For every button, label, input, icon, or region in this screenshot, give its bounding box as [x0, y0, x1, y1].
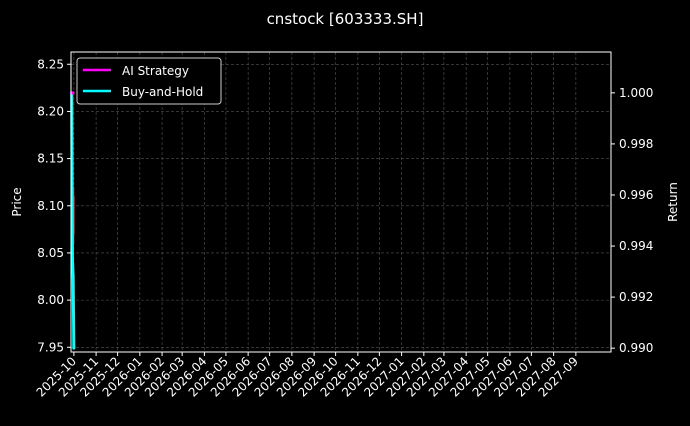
plot-frame [70, 51, 612, 353]
legend-box [76, 57, 222, 105]
candle-body [72, 196, 75, 235]
legend-label-buy-and-hold: Buy-and-Hold [122, 85, 203, 99]
series-point-ai-strategy [71, 91, 75, 95]
legend-label-ai-strategy: AI Strategy [122, 64, 189, 78]
y2-tick-label: 0.990 [619, 341, 653, 355]
y-tick-label: 8.25 [37, 57, 64, 71]
chart-title: cnstock [603333.SH] [267, 10, 424, 28]
y2-tick-label: 0.998 [619, 137, 653, 151]
series-point-buy-and-hold [71, 275, 75, 279]
series-point-buy-and-hold [70, 257, 74, 261]
y2-tick-label: 0.994 [619, 239, 653, 253]
y-tick-label: 8.05 [37, 246, 64, 260]
series-point-buy-and-hold [72, 346, 76, 350]
y-axis-label: Price [10, 187, 24, 216]
axes: 2025-102025-112025-122026-012026-022026-… [34, 57, 654, 399]
legend: AI Strategy Buy-and-Hold [76, 57, 222, 105]
marks [70, 91, 76, 350]
y-tick-label: 7.95 [37, 340, 64, 354]
series-line-buy-and-hold [70, 92, 76, 349]
y-tick-label: 8.10 [37, 199, 64, 213]
y2-tick-label: 0.996 [619, 188, 653, 202]
y2-tick-label: 1.000 [619, 86, 653, 100]
y-tick-label: 8.15 [37, 152, 64, 166]
y-tick-label: 8.20 [37, 104, 64, 118]
y-tick-label: 8.00 [37, 293, 64, 307]
y2-tick-label: 0.992 [619, 290, 653, 304]
y2-axis-label: Return [666, 182, 680, 222]
